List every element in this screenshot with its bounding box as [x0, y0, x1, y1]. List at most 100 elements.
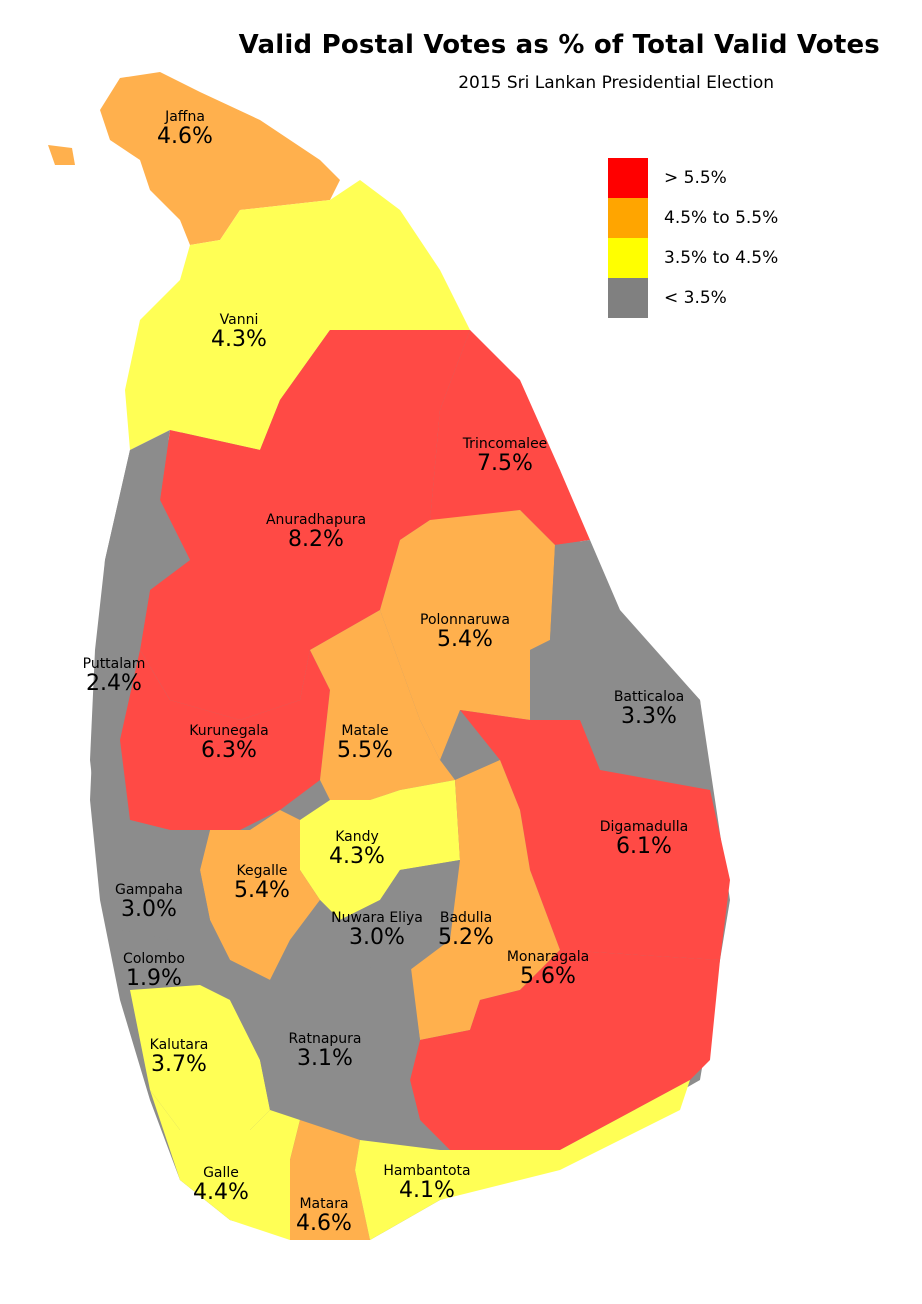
district-label-vanni: Vanni 4.3%	[159, 313, 319, 351]
district-value: 3.0%	[121, 897, 177, 922]
district-label-matale: Matale 5.5%	[285, 724, 445, 762]
district-value: 4.6%	[157, 124, 213, 149]
district-value: 6.3%	[201, 738, 257, 763]
district-label-galle: Galle 4.4%	[141, 1166, 301, 1204]
district-ratnapura	[230, 940, 440, 1150]
district-name: Kalutara	[149, 1037, 209, 1053]
district-name: Polonnaruwa	[420, 612, 510, 628]
district-value: 4.3%	[329, 844, 385, 869]
district-label-hambantota: Hambantota 4.1%	[347, 1164, 507, 1202]
legend-label-lowest: < 3.5%	[664, 288, 727, 308]
legend-swatch-high	[608, 158, 648, 198]
district-kandy	[300, 780, 460, 920]
district-name: Ratnapura	[288, 1031, 362, 1047]
legend-swatch-mid	[608, 198, 648, 238]
district-name: Digamadulla	[599, 819, 689, 835]
district-kalutara	[130, 985, 270, 1130]
district-hambantota	[355, 1080, 690, 1240]
district-label-gampaha: Gampaha 3.0%	[69, 883, 229, 921]
district-value: 6.1%	[616, 834, 672, 859]
district-name: Puttalam	[82, 656, 146, 672]
district-puttalam	[90, 430, 190, 850]
district-name: Vanni	[219, 312, 259, 328]
district-vanni	[125, 180, 470, 450]
district-batticaloa	[530, 540, 710, 790]
legend-label-mid: 4.5% to 5.5%	[664, 208, 779, 228]
district-trincomalee	[430, 330, 590, 545]
district-label-batticaloa: Batticaloa 3.3%	[569, 690, 729, 728]
district-name: Kandy	[335, 829, 379, 845]
district-value: 1.9%	[126, 966, 182, 991]
district-label-ratnapura: Ratnapura 3.1%	[245, 1032, 405, 1070]
legend-swatch-low	[608, 238, 648, 278]
district-kurunegala	[120, 650, 330, 830]
district-label-matara: Matara 4.6%	[244, 1197, 404, 1235]
district-value: 4.1%	[399, 1178, 455, 1203]
district-name: Colombo	[123, 951, 185, 967]
district-value: 4.3%	[211, 327, 267, 352]
district-name: Kegalle	[236, 863, 288, 879]
district-value: 8.2%	[288, 527, 344, 552]
district-name: Hambantota	[383, 1163, 471, 1179]
district-label-kandy: Kandy 4.3%	[277, 830, 437, 868]
district-nuwara-eliya	[290, 860, 460, 970]
district-label-colombo: Colombo 1.9%	[74, 952, 234, 990]
district-name: Matara	[299, 1196, 349, 1212]
legend-swatch-lowest	[608, 278, 648, 318]
district-value: 3.0%	[349, 925, 405, 950]
district-matale	[310, 610, 455, 800]
district-label-kurunegala: Kurunegala 6.3%	[149, 724, 309, 762]
district-label-anuradhapura: Anuradhapura 8.2%	[236, 513, 396, 551]
district-colombo	[120, 920, 230, 990]
district-name: Monaragala	[506, 949, 590, 965]
district-value: 5.5%	[337, 738, 393, 763]
district-name: Matale	[341, 723, 389, 739]
district-label-puttalam: Puttalam 2.4%	[34, 657, 194, 695]
district-value: 5.4%	[234, 878, 290, 903]
district-label-jaffna: Jaffna 4.6%	[105, 110, 265, 148]
district-value: 4.6%	[296, 1211, 352, 1236]
district-jaffna	[100, 72, 340, 245]
district-name: Batticaloa	[613, 689, 685, 705]
district-jaffna-islet	[48, 145, 75, 165]
district-name: Trincomalee	[462, 436, 548, 452]
district-polonnaruwa	[380, 510, 555, 760]
district-name: Galle	[203, 1165, 239, 1181]
district-anuradhapura	[140, 330, 470, 720]
district-label-kalutara: Kalutara 3.7%	[99, 1038, 259, 1076]
district-label-badulla: Badulla 5.2%	[386, 911, 546, 949]
district-digamadulla	[460, 710, 730, 960]
district-value: 3.7%	[151, 1052, 207, 1077]
district-name: Gampaha	[115, 882, 183, 898]
district-label-monaragala: Monaragala 5.6%	[468, 950, 628, 988]
district-matara	[290, 1120, 370, 1240]
district-monaragala	[410, 950, 720, 1150]
district-name: Kurunegala	[189, 723, 269, 739]
district-value: 5.6%	[520, 964, 576, 989]
district-name: Badulla	[439, 910, 493, 926]
district-value: 3.3%	[621, 704, 677, 729]
district-name: Anuradhapura	[265, 512, 367, 528]
district-badulla	[410, 760, 560, 1040]
district-label-digamadulla: Digamadulla 6.1%	[564, 820, 724, 858]
district-value: 5.2%	[438, 925, 494, 950]
district-value: 5.4%	[437, 627, 493, 652]
map-subtitle: 2015 Sri Lankan Presidential Election	[458, 73, 774, 93]
legend-label-low: 3.5% to 4.5%	[664, 248, 779, 268]
map-title: Valid Postal Votes as % of Total Valid V…	[238, 30, 880, 60]
district-value: 4.4%	[193, 1180, 249, 1205]
legend-label-high: > 5.5%	[664, 168, 727, 188]
district-value: 3.1%	[297, 1046, 353, 1071]
district-label-kegalle: Kegalle 5.4%	[182, 864, 342, 902]
district-label-polonnaruwa: Polonnaruwa 5.4%	[385, 613, 545, 651]
district-name: Jaffna	[165, 109, 205, 125]
district-value: 7.5%	[477, 451, 533, 476]
district-name: Nuwara Eliya	[331, 910, 423, 926]
district-value: 2.4%	[86, 671, 142, 696]
district-galle	[150, 1090, 300, 1240]
district-kegalle	[200, 810, 320, 980]
district-label-trincomalee: Trincomalee 7.5%	[425, 437, 585, 475]
district-label-nuwara-eliya: Nuwara Eliya 3.0%	[297, 911, 457, 949]
district-gampaha	[100, 820, 210, 940]
